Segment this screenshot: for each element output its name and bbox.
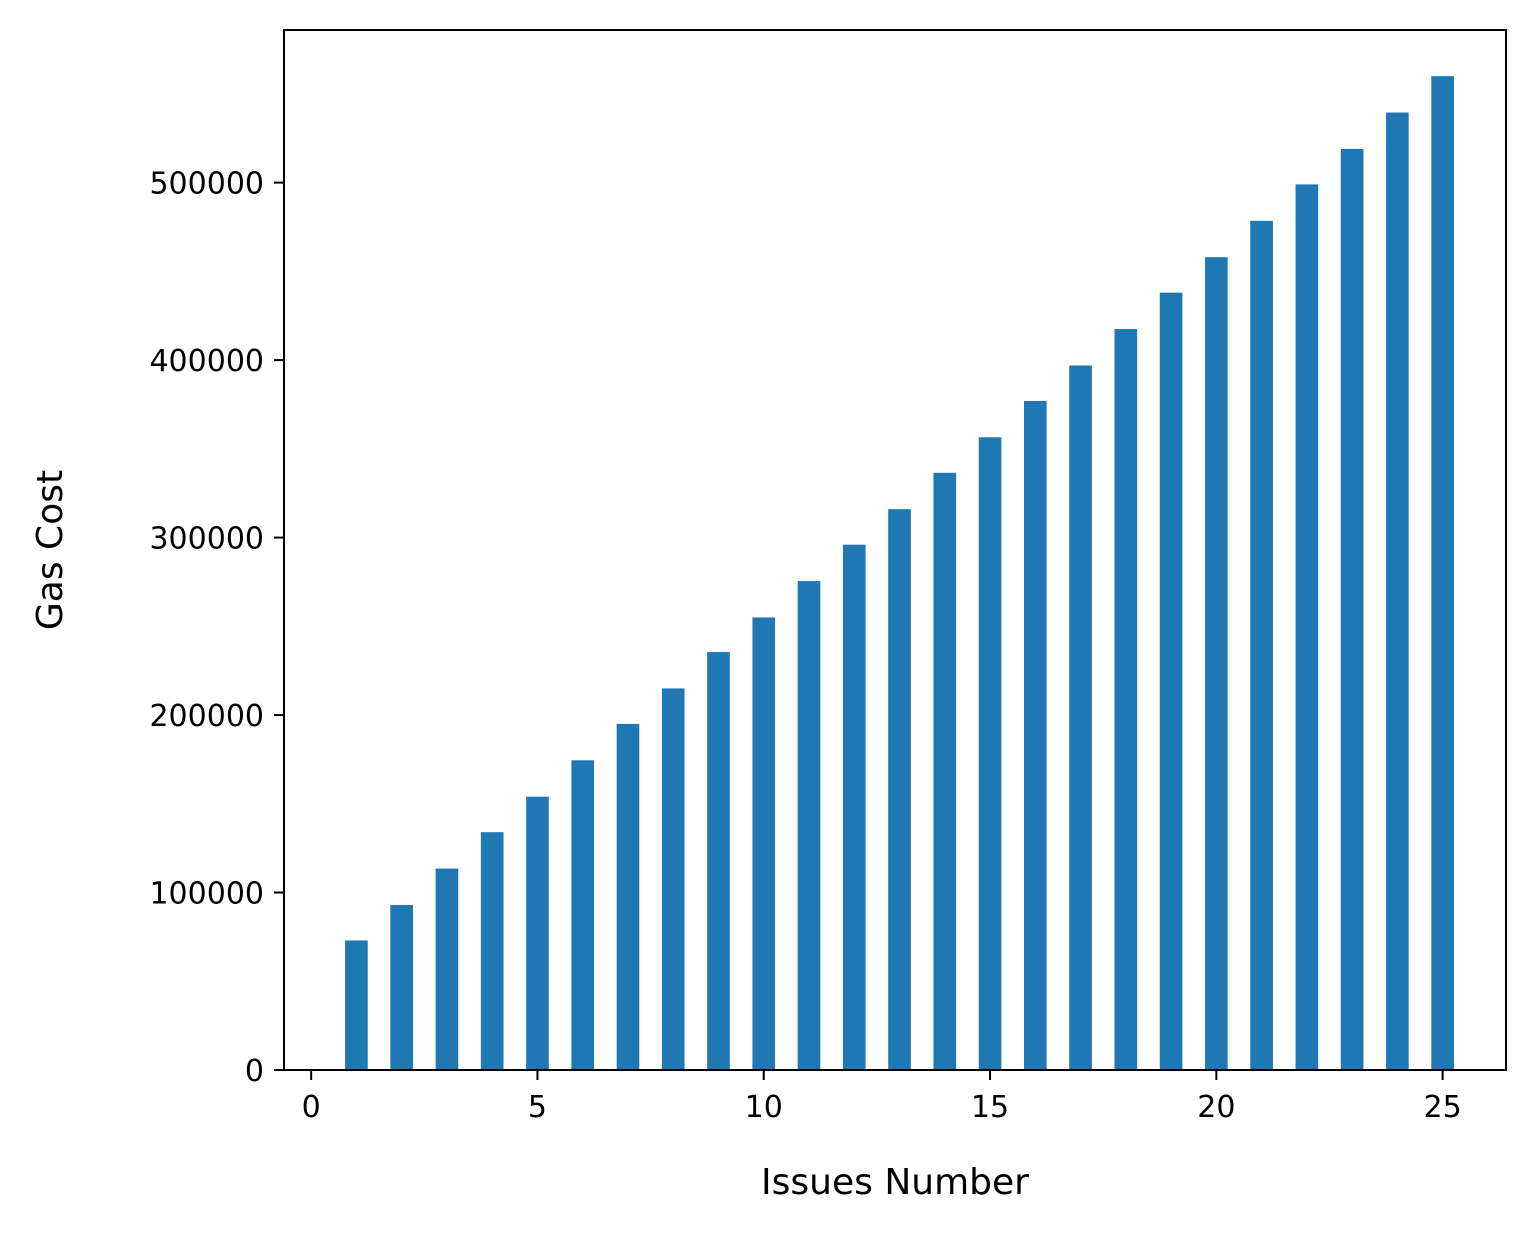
x-tick-label: 10 [745,1090,783,1125]
bar-6 [571,760,595,1070]
bar-22 [1295,184,1319,1070]
bar-3 [435,868,459,1070]
x-tick-label: 0 [302,1090,321,1125]
bar-19 [1159,292,1183,1070]
y-tick-label: 0 [245,1054,264,1089]
bar-8 [661,688,685,1070]
bar-14 [933,472,957,1070]
bar-24 [1386,112,1409,1070]
bar-10 [752,617,776,1070]
x-tick-label: 5 [528,1090,547,1125]
bar-1 [345,940,368,1070]
x-tick-label: 25 [1424,1090,1462,1125]
bar-5 [526,796,549,1070]
y-tick-label: 300000 [149,522,264,557]
y-tick-label: 100000 [149,877,264,912]
bar-25 [1431,76,1454,1070]
bar-18 [1114,329,1138,1070]
bar-20 [1205,257,1228,1070]
x-axis-label: Issues Number [761,1162,1029,1203]
bar-15 [978,437,1002,1070]
x-tick-label: 20 [1197,1090,1235,1125]
bar-17 [1069,365,1092,1070]
bar-16 [1023,400,1047,1070]
y-axis-ticks: 0 100000 200000 300000 400000 500000 [149,167,284,1089]
plot-frame [283,29,1507,1071]
x-axis-ticks: 0 5 10 15 20 25 [302,1070,1462,1125]
bar-9 [707,652,730,1070]
bar-7 [616,723,640,1070]
x-tick-label: 15 [971,1090,1009,1125]
bars-group [345,76,1454,1070]
bar-21 [1250,220,1273,1070]
bar-12 [842,544,866,1070]
y-axis-label: Gas Cost [30,470,71,630]
y-tick-label: 400000 [149,344,264,379]
bar-11 [797,581,821,1070]
y-tick-label: 200000 [149,699,264,734]
bar-4 [480,832,504,1070]
bar-2 [390,904,413,1070]
bar-13 [888,509,911,1070]
y-tick-label: 500000 [149,167,264,202]
bar-23 [1340,148,1364,1070]
